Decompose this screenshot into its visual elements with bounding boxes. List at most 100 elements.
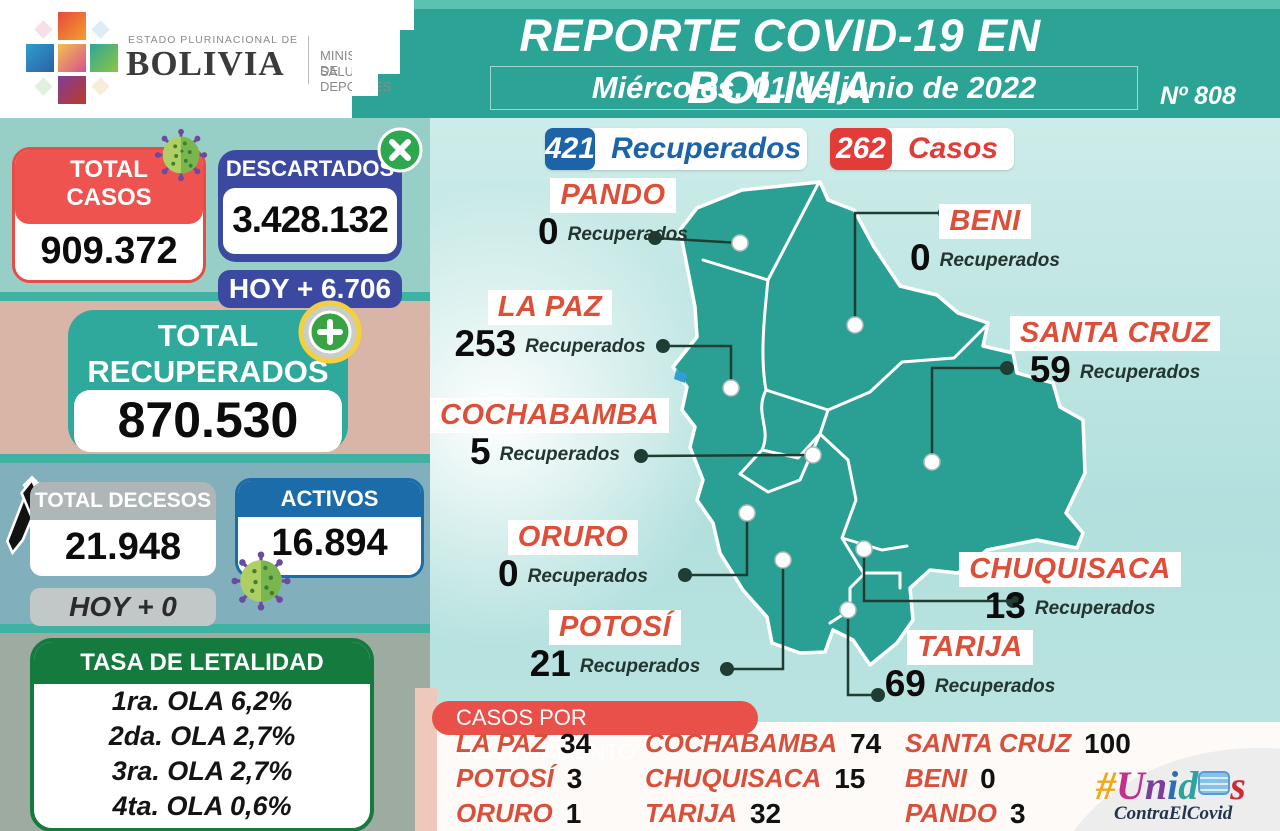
plus-icon	[298, 300, 362, 364]
department-sub: Recuperados	[579, 656, 701, 677]
bolivia-coat-of-arms-icon	[26, 12, 118, 104]
department-sub: Recuperados	[525, 336, 646, 357]
department-sub: Recuperados	[934, 676, 1056, 697]
department-label: COCHABAMBA	[430, 398, 670, 433]
department-sub: Recuperados	[1034, 598, 1156, 619]
department-value: 69	[884, 663, 926, 704]
department-value: 13	[984, 585, 1026, 626]
total-casos-card: TOTAL CASOS 909.372	[12, 147, 206, 283]
department-label: POTOSÍ	[548, 610, 682, 645]
report-date: Miércoles, 01 de junio de 2022	[490, 66, 1138, 110]
decesos-today: HOY + 0	[30, 588, 216, 626]
callout-cochabamba: COCHABAMBA 5 Recuperados	[430, 398, 670, 472]
department-sub: Recuperados	[939, 250, 1060, 271]
letalidad-card: TASA DE LETALIDAD 1ra. OLA 6,2% 2da. OLA…	[30, 638, 374, 831]
total-casos-label: TOTAL CASOS	[15, 150, 203, 224]
lake-titicaca	[674, 370, 687, 383]
header-top-strip	[340, 0, 1280, 9]
recovered-total-value: 421	[545, 128, 596, 170]
bolivia-outline	[671, 180, 1087, 667]
department-case-row: BENI 0	[905, 762, 996, 794]
callout-tarija: TARIJA 69 Recuperados	[850, 630, 1090, 703]
total-decesos-label: TOTAL DECESOS	[30, 482, 216, 520]
section-divider	[0, 292, 430, 301]
department-sub: Recuperados	[1079, 362, 1201, 383]
letalidad-title: TASA DE LETALIDAD	[34, 642, 370, 684]
virus-icon	[226, 546, 296, 616]
callout-beni: BENI 0 Recuperados	[870, 204, 1100, 277]
department-case-row: LA PAZ 34	[456, 727, 592, 759]
logo-divider	[308, 36, 309, 84]
estado-plurinacional-label: ESTADO PLURINACIONAL DE	[128, 34, 299, 46]
department-case-row: SANTA CRUZ 100	[905, 727, 1131, 759]
map-end-dots	[722, 234, 941, 619]
unidos-contra-el-covid-logo: #Unid s ContraElCovid	[1096, 766, 1280, 824]
descartados-card: DESCARTADOS 3.428.132	[218, 150, 402, 262]
department-value: 21	[529, 643, 571, 684]
cases-total-badge: 262 Casos	[830, 128, 1014, 170]
logo-stair-step	[378, 0, 400, 74]
logo-stair-step	[352, 0, 378, 96]
department-label: CHUQUISACA	[959, 552, 1181, 587]
page-title: REPORTE COVID-19 EN BOLIVIA	[519, 10, 1041, 113]
department-label: TARIJA	[907, 630, 1033, 665]
cases-by-department-title: CASOS POR DEPARTAMENTO	[432, 701, 758, 764]
activos-value: 16.894	[271, 522, 388, 564]
department-label: BENI	[939, 204, 1031, 239]
total-casos-value: 909.372	[40, 230, 178, 272]
activos-label: ACTIVOS	[238, 481, 421, 517]
department-case-row: COCHABAMBA 74	[645, 727, 882, 759]
descartados-value: 3.428.132	[232, 199, 389, 240]
ola-1: 1ra. OLA 6,2%	[111, 686, 293, 716]
department-label: LA PAZ	[487, 290, 613, 325]
department-cases-column: SANTA CRUZ 100 BENI 0 PANDO 3	[905, 726, 1131, 831]
department-sub: Recuperados	[499, 444, 620, 465]
campaign-subtitle: ContraElCovid	[1114, 803, 1233, 824]
department-case-row: ORURO 1	[456, 797, 582, 829]
department-case-row: POTOSÍ 3	[456, 762, 583, 794]
department-case-row: PANDO 3	[905, 797, 1026, 829]
recovered-total-label: Recuperados	[611, 132, 802, 165]
total-recuperados-label: TOTAL RECUPERADOS	[87, 318, 329, 389]
callout-oruro: ORURO 0 Recuperados	[458, 520, 688, 593]
recovered-total-badge: 421 Recuperados	[545, 128, 807, 170]
callout-santa-cruz: SANTA CRUZ 59 Recuperados	[995, 316, 1235, 389]
department-value: 253	[454, 323, 517, 364]
section-divider	[0, 624, 430, 633]
descartados-today: HOY + 6.706	[218, 270, 402, 308]
section-divider	[0, 454, 430, 463]
department-case-row: TARIJA 32	[645, 797, 782, 829]
cases-total-value: 262	[830, 128, 892, 170]
bolivia-wordmark: BOLIVIA	[126, 44, 285, 83]
leader-lines	[640, 211, 1013, 697]
department-value: 59	[1029, 349, 1071, 390]
total-recuperados-card: TOTAL RECUPERADOS 870.530	[68, 310, 348, 452]
total-recuperados-value: 870.530	[117, 392, 299, 448]
descartados-label: DESCARTADOS	[225, 156, 395, 181]
face-mask-icon	[1198, 771, 1231, 795]
department-value: 0	[910, 237, 931, 278]
total-decesos-value: 21.948	[64, 526, 182, 568]
department-case-row: CHUQUISACA 15	[645, 762, 866, 794]
report-number: Nº 808	[1160, 82, 1236, 110]
department-cases-column: LA PAZ 34 POTOSÍ 3 ORURO 1	[456, 726, 591, 831]
bottom-strip-accent	[415, 688, 437, 831]
callout-potosi: POTOSÍ 21 Recuperados	[500, 610, 730, 683]
ministry-logo-box: ESTADO PLURINACIONAL DE BOLIVIA MINISTER…	[0, 0, 396, 118]
total-decesos-card: 21.948	[30, 520, 216, 576]
ola-2: 2da. OLA 2,7%	[108, 721, 296, 751]
department-borders	[701, 182, 988, 625]
cases-total-label: Casos	[907, 132, 998, 165]
bolivia-map	[634, 180, 1087, 702]
ola-4: 4ta. OLA 0,6%	[112, 791, 292, 821]
department-value: 0	[498, 553, 519, 594]
department-label: ORURO	[507, 520, 639, 555]
callout-chuquisaca: CHUQUISACA 13 Recuperados	[950, 552, 1190, 625]
discarded-x-icon	[376, 126, 424, 174]
department-value: 5	[470, 431, 491, 472]
department-cases-column: COCHABAMBA 74 CHUQUISACA 15 TARIJA 32	[645, 726, 881, 831]
virus-icon	[150, 124, 212, 186]
department-label: PANDO	[550, 178, 676, 213]
department-value: 0	[538, 211, 559, 252]
